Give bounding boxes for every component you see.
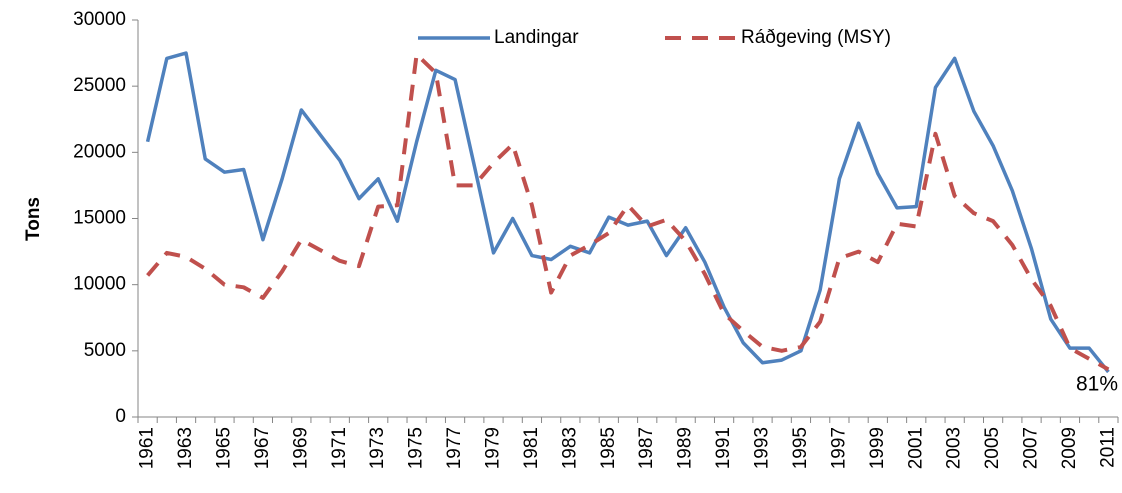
x-tick-label: 1997 [828,427,849,469]
series-line [146,52,1110,372]
y-tick-label: 30000 [73,9,126,30]
x-tick-label: 2005 [982,427,1003,469]
y-tick-label: 20000 [73,141,126,162]
x-tick-label: 2001 [905,427,926,469]
x-tick-label: 1963 [175,427,196,469]
y-tick-label: 15000 [73,208,126,229]
x-tick-label: 1999 [867,427,888,469]
x-tick-label: 2009 [1059,427,1080,469]
x-tick-label: 2007 [1021,427,1042,469]
x-tick-label: 1973 [367,427,388,469]
x-tick-label: 1977 [444,427,465,469]
series-line [145,51,1110,374]
y-tick-label: 10000 [73,274,126,295]
y-tick-label: 0 [115,406,126,427]
x-tick-label: 1985 [598,427,619,469]
x-tick-label: 1965 [213,427,234,469]
x-tick-label: 1987 [636,427,657,469]
x-tick-label: 1993 [752,427,773,469]
y-axis-label: Tons [23,197,44,241]
x-tick-label: 1981 [521,427,542,469]
x-tick-label: 2011 [1097,427,1118,468]
y-tick-label: 5000 [84,340,126,361]
x-tick-label: 1961 [137,427,158,469]
y-tick-label: 25000 [73,75,126,96]
legend-label: Ráðgeving (MSY) [741,27,891,48]
x-tick-label: 1983 [559,427,580,469]
x-tick-label: 1971 [329,427,350,469]
x-tick-label: 1967 [252,427,273,469]
x-tick-label: 2003 [944,427,965,469]
x-tick-label: 1979 [483,427,504,469]
x-tick-label: 1969 [290,427,311,469]
x-tick-label: 1995 [790,427,811,469]
x-tick-label: 1975 [406,427,427,469]
legend-label: Landingar [494,27,579,48]
x-tick-label: 1989 [675,427,696,469]
annotation: 81% [1076,373,1118,396]
x-tick-label: 1991 [713,427,734,469]
